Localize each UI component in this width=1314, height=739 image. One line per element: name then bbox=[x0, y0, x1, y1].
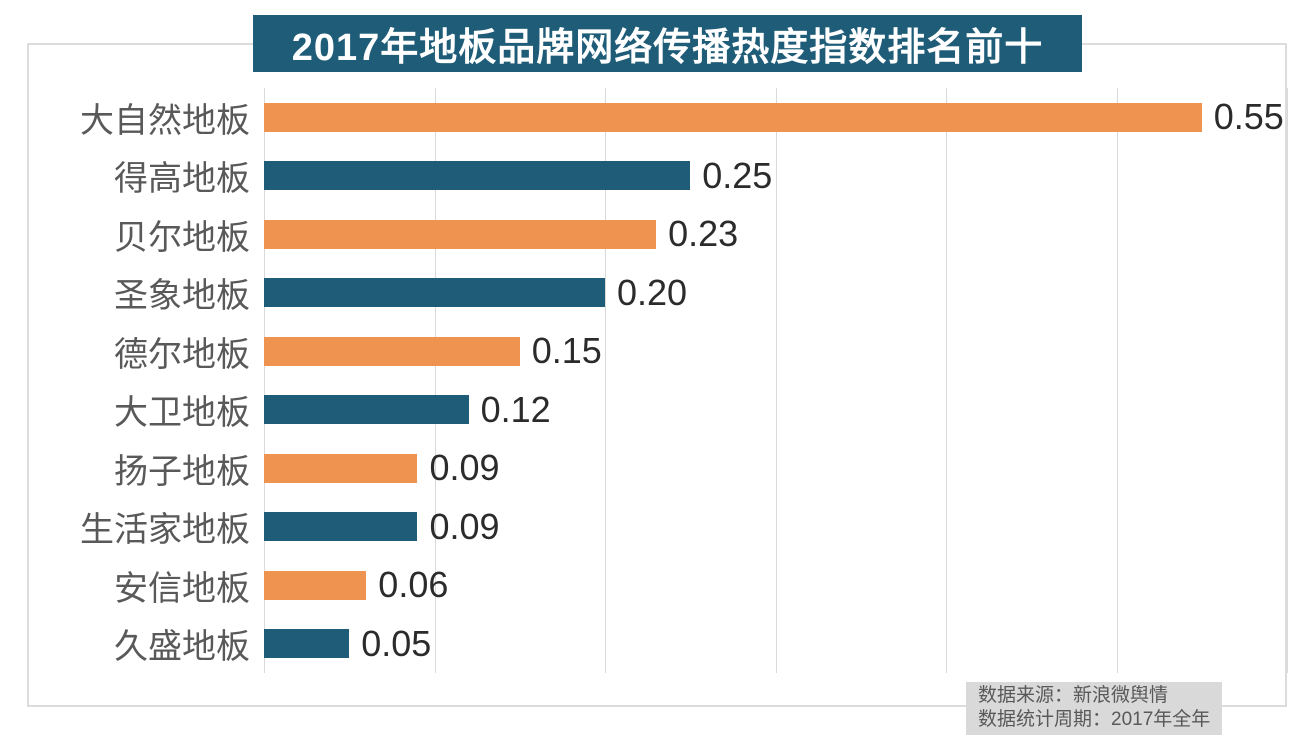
category-label: 扬子地板 bbox=[114, 452, 250, 491]
plot-area bbox=[264, 88, 1288, 673]
category-label: 德尔地板 bbox=[114, 335, 250, 374]
value-label: 0.23 bbox=[668, 213, 739, 255]
bar-row: 久盛地板 0.05 bbox=[0, 615, 1314, 674]
value-label: 0.20 bbox=[617, 271, 688, 313]
value-label: 0.55 bbox=[1213, 96, 1284, 138]
gridline bbox=[264, 88, 265, 673]
category-label: 大自然地板 bbox=[80, 101, 250, 140]
bar-row: 大自然地板 0.55 bbox=[0, 88, 1314, 147]
bar bbox=[264, 336, 520, 366]
bar bbox=[264, 102, 1202, 132]
gridline bbox=[775, 88, 777, 673]
value-label: 0.25 bbox=[702, 154, 773, 196]
gridline bbox=[605, 88, 606, 673]
gridline bbox=[1116, 88, 1118, 673]
bar-row: 圣象地板 0.20 bbox=[0, 264, 1314, 323]
bar-row: 贝尔地板 0.23 bbox=[0, 205, 1314, 264]
bar-row: 扬子地板 0.09 bbox=[0, 439, 1314, 498]
bar bbox=[264, 278, 605, 308]
category-label: 圣象地板 bbox=[114, 277, 250, 316]
value-label: 0.15 bbox=[531, 330, 602, 372]
value-label: 0.12 bbox=[480, 388, 551, 430]
bar bbox=[264, 629, 350, 659]
bar-row: 德尔地板 0.15 bbox=[0, 322, 1314, 381]
value-label: 0.09 bbox=[429, 505, 500, 547]
bar bbox=[264, 161, 691, 191]
category-label: 得高地板 bbox=[114, 160, 250, 199]
gridline bbox=[434, 88, 436, 673]
category-label: 生活家地板 bbox=[80, 511, 250, 550]
gridline bbox=[1287, 88, 1288, 673]
bar bbox=[264, 570, 367, 600]
bar-row: 生活家地板 0.09 bbox=[0, 498, 1314, 557]
bar bbox=[264, 512, 418, 542]
category-label: 贝尔地板 bbox=[114, 218, 250, 257]
bar-row: 大卫地板 0.12 bbox=[0, 381, 1314, 440]
value-label: 0.06 bbox=[378, 564, 449, 606]
value-label: 0.09 bbox=[429, 447, 500, 489]
value-label: 0.05 bbox=[361, 622, 432, 664]
category-label: 大卫地板 bbox=[114, 394, 250, 433]
data-source-note: 数据来源：新浪微舆情 数据统计周期：2017年全年 bbox=[966, 682, 1223, 735]
bar bbox=[264, 395, 469, 425]
category-label: 久盛地板 bbox=[114, 628, 250, 667]
bar bbox=[264, 453, 418, 483]
data-period-line: 数据统计周期：2017年全年 bbox=[978, 709, 1211, 730]
category-label: 安信地板 bbox=[114, 569, 250, 608]
bar-rows: 大自然地板 0.55 得高地板 0.25 贝尔地板 0.23 圣象地板 0.20… bbox=[0, 88, 1314, 673]
bar bbox=[264, 219, 657, 249]
data-source-line: 数据来源：新浪微舆情 bbox=[978, 685, 1169, 706]
bar-row: 安信地板 0.06 bbox=[0, 556, 1314, 615]
chart-title: 2017年地板品牌网络传播热度指数排名前十 bbox=[253, 15, 1082, 72]
bar-row: 得高地板 0.25 bbox=[0, 147, 1314, 206]
gridline bbox=[946, 88, 947, 673]
